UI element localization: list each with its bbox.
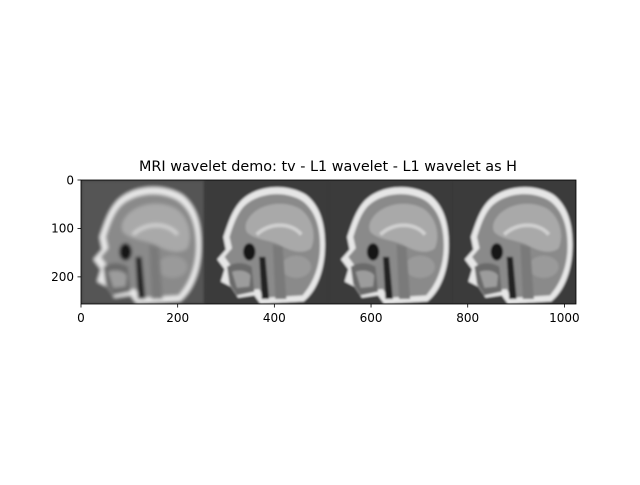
y-tick-label: 0 (66, 173, 74, 187)
tongue (355, 270, 375, 288)
x-tick-label: 200 (166, 311, 189, 325)
brainstem (396, 244, 411, 300)
cerebellum (405, 255, 435, 278)
axes-area (81, 180, 576, 304)
cerebrum (121, 203, 190, 252)
cerebrum (245, 203, 314, 252)
corpus-callosum (255, 223, 303, 236)
cerebrum (493, 203, 562, 252)
tongue (231, 270, 251, 288)
panel-2 (204, 180, 329, 304)
sinus-cavity (366, 243, 380, 261)
image-panels (81, 180, 576, 304)
chart-title: MRI wavelet demo: tv - L1 wavelet - L1 w… (139, 159, 517, 175)
corpus-callosum (131, 223, 179, 236)
airway (382, 256, 393, 300)
panel-3 (328, 180, 453, 304)
sinus-cavity (243, 243, 256, 261)
airway (506, 256, 517, 300)
brainstem (520, 244, 534, 300)
y-axis: 0 100 200 (51, 173, 81, 284)
corpus-callosum (379, 223, 427, 236)
brainstem (272, 244, 287, 300)
tongue (108, 270, 127, 288)
cerebrum (369, 203, 438, 252)
y-tick-label: 100 (51, 222, 74, 236)
cerebellum (528, 255, 559, 278)
sinus-cavity (119, 243, 132, 261)
cerebellum (281, 255, 312, 278)
sinus-cavity (490, 243, 503, 261)
airway (259, 256, 270, 300)
x-tick-label: 0 (77, 311, 85, 325)
cerebellum (157, 255, 188, 278)
x-tick-label: 1000 (549, 311, 580, 325)
x-tick-label: 400 (263, 311, 286, 325)
y-tick-label: 200 (51, 270, 74, 284)
airway (135, 256, 146, 300)
tongue (479, 270, 499, 288)
brainstem (149, 244, 163, 300)
x-tick-label: 600 (360, 311, 383, 325)
panel-1 (81, 180, 205, 304)
x-axis: 0 200 400 600 800 1000 (77, 304, 580, 325)
x-tick-label: 800 (456, 311, 479, 325)
panel-4 (452, 180, 576, 304)
axes-frame (80, 179, 577, 305)
corpus-callosum (502, 223, 551, 236)
